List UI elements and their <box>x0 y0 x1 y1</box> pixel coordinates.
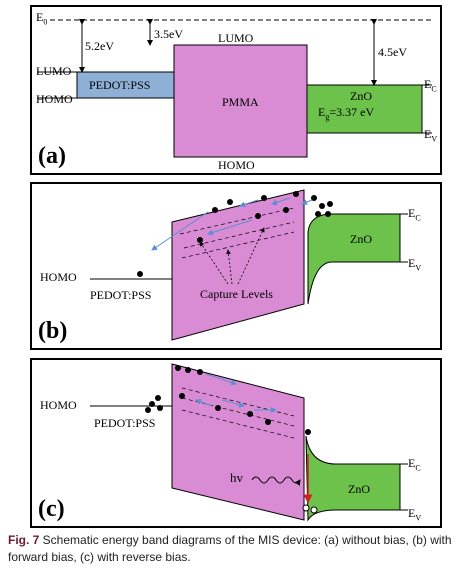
panel-b-band-svg <box>90 189 408 341</box>
zno-band <box>306 84 423 134</box>
ev-label: EV <box>408 506 422 523</box>
pmma-band <box>173 44 308 158</box>
panel-a-letter: (a) <box>38 143 66 169</box>
zno-gap-label: Eg=3.37 eV <box>318 105 375 122</box>
homo-bottom-label: HOMO <box>218 158 255 172</box>
ev-label: EV <box>408 256 422 273</box>
panel-c-band-svg <box>90 363 408 522</box>
gap-pmma-label: 3.5eV <box>154 27 183 41</box>
capture-levels-label: Capture Levels <box>200 287 273 301</box>
panel-a-diagram: E0 5.2eV 3.5eV 4.5eV LUMO HOMO LUMO HOMO… <box>30 5 442 175</box>
homo-label: HOMO <box>40 270 77 284</box>
pmma-band <box>171 363 305 521</box>
ev-label: EV <box>424 127 438 144</box>
caption-text: Schematic energy band diagrams of the MI… <box>8 533 452 564</box>
lumo-left-label: LUMO <box>36 64 72 78</box>
zno-band <box>307 213 401 305</box>
panel-a-band-svg <box>37 19 432 158</box>
panel-b-letter: (b) <box>38 318 68 344</box>
zno-label: ZnO <box>348 482 370 496</box>
lumo-top-label: LUMO <box>218 31 254 45</box>
zno-band <box>305 435 401 522</box>
figure-number: Fig. 7 <box>8 533 40 547</box>
pedot-label: PEDOT:PSS <box>90 288 152 302</box>
ec-label: EC <box>424 77 437 94</box>
panel-c-diagram: HOMO PEDOT:PSS hv ZnO EC EV (c) <box>30 358 442 528</box>
pedot-band <box>76 71 175 99</box>
ec-label: EC <box>408 206 421 223</box>
homo-left-label: HOMO <box>36 92 73 106</box>
photon-wave <box>251 476 301 486</box>
panel-c-letter: (c) <box>38 496 65 522</box>
pedot-label: PEDOT:PSS <box>89 78 151 92</box>
homo-label: HOMO <box>40 398 77 412</box>
vacuum-level-label: E0 <box>36 10 48 27</box>
pmma-label: PMMA <box>222 95 259 109</box>
figure-caption: Fig. 7 Schematic energy band diagrams of… <box>8 532 468 566</box>
panel-b-diagram: HOMO PEDOT:PSS Capture Levels ZnO EC EV … <box>30 182 442 350</box>
ec-label: EC <box>408 456 421 473</box>
pmma-band <box>171 189 305 341</box>
gap-pedot-label: 5.2eV <box>85 39 114 53</box>
gap-zno-label: 4.5eV <box>378 45 407 59</box>
pedot-label: PEDOT:PSS <box>94 416 156 430</box>
zno-label: ZnO <box>350 232 372 246</box>
hv-label: hv <box>230 470 243 485</box>
zno-label: ZnO <box>350 89 372 103</box>
